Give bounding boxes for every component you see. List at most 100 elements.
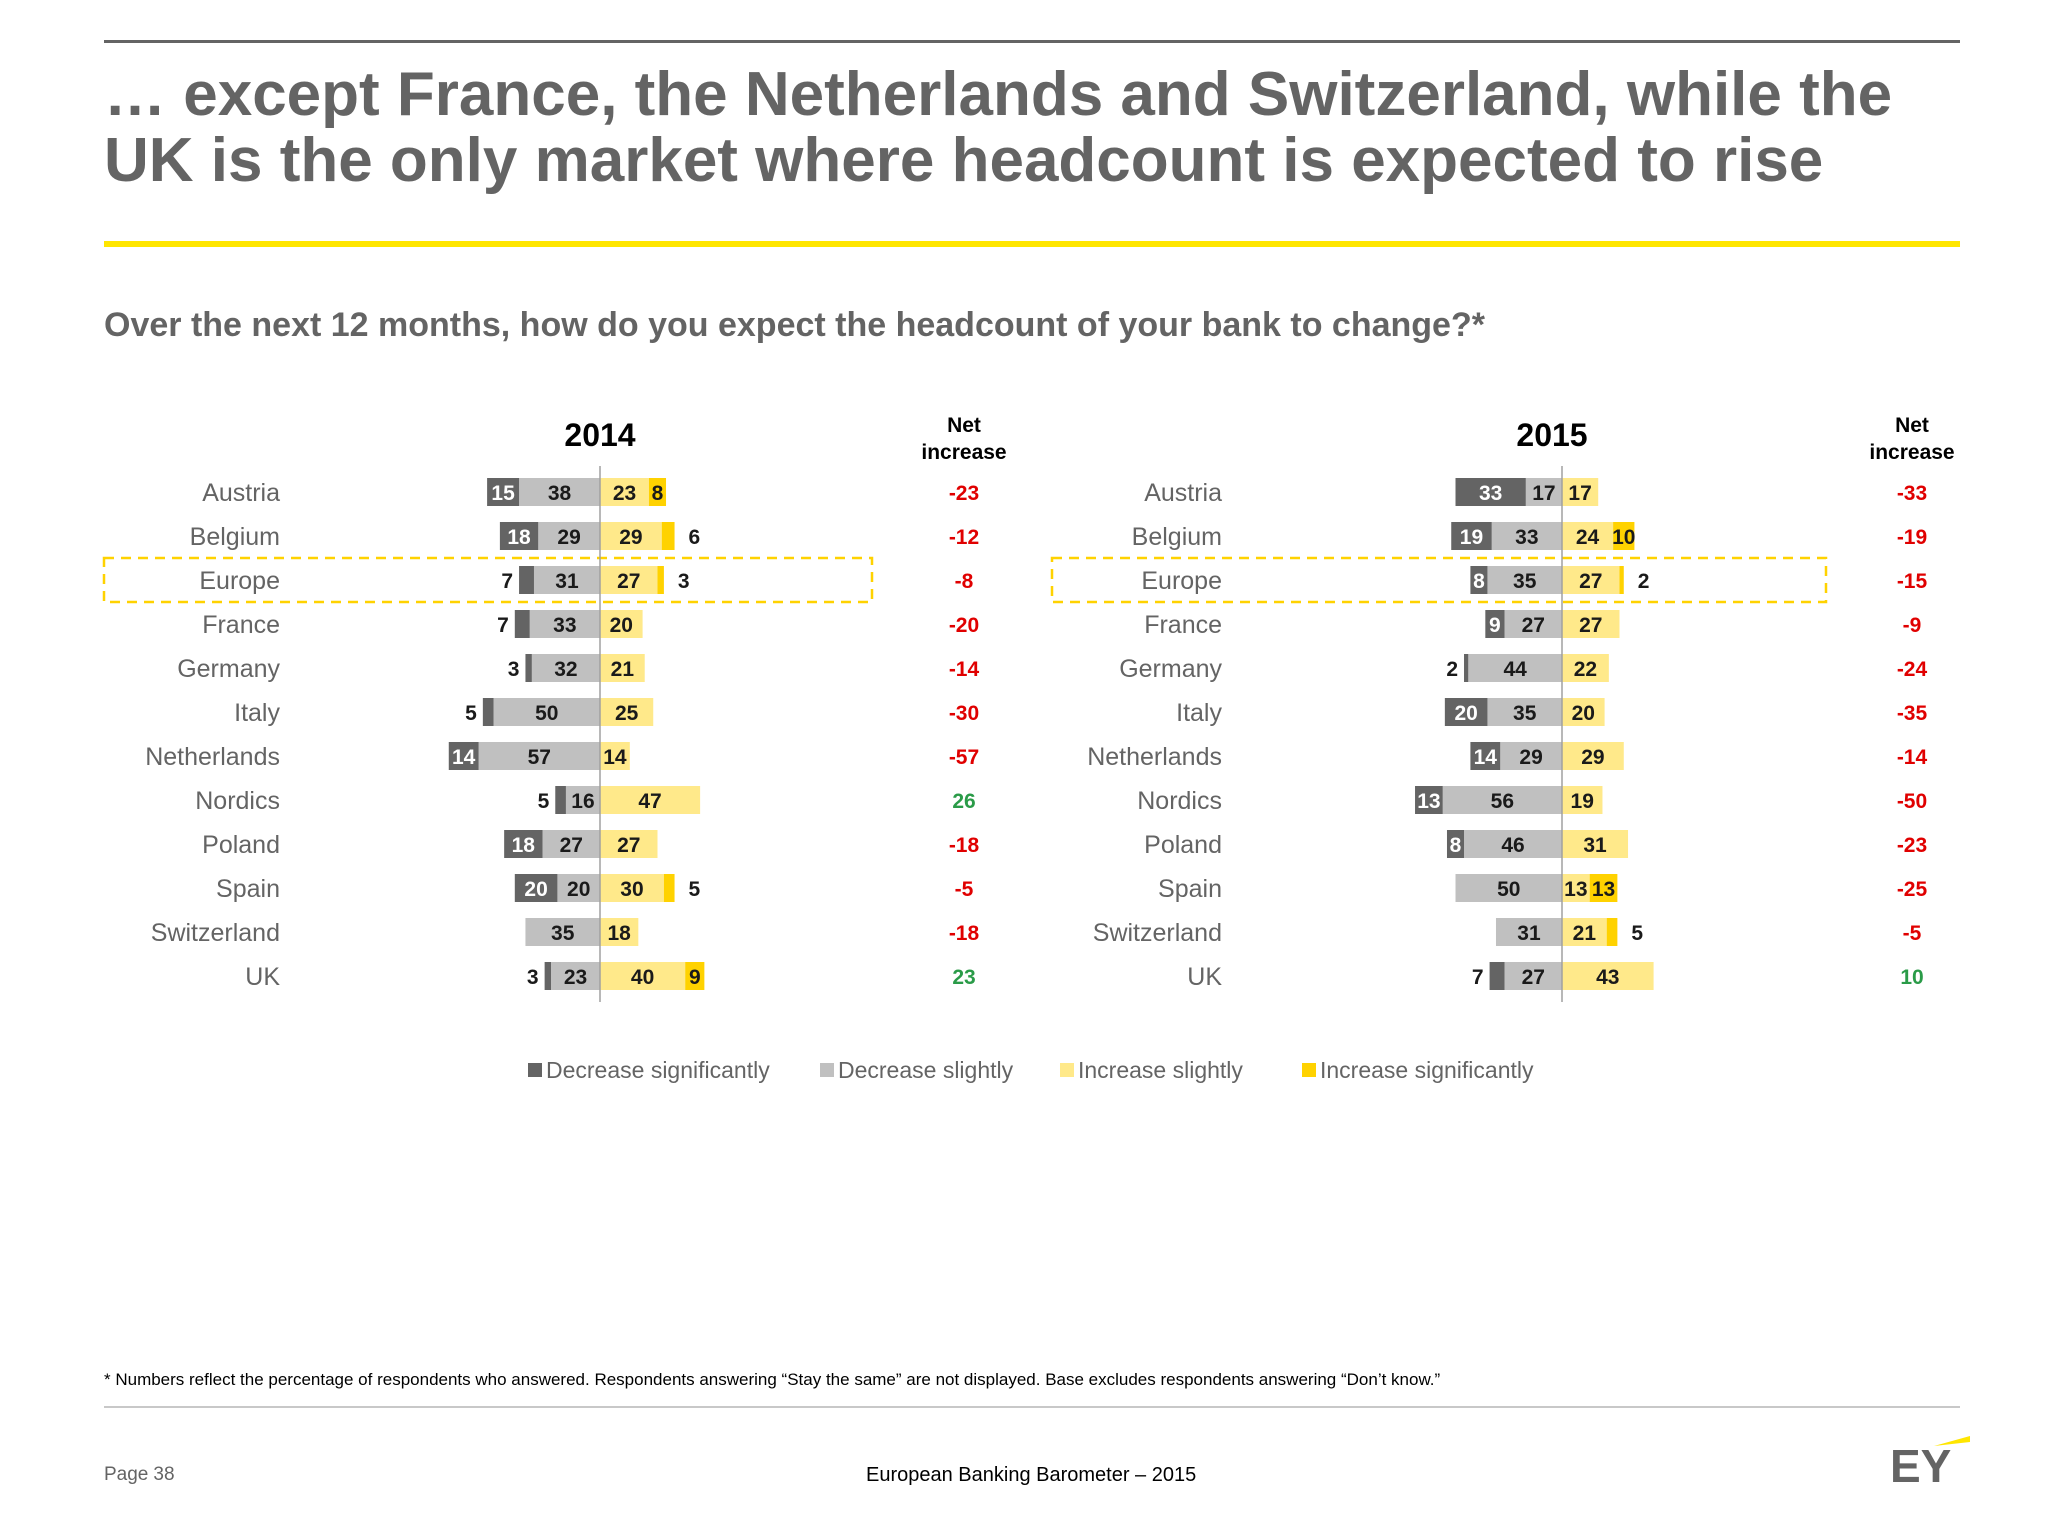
chart-2015-label-austria-increase-slightly: 17 [1568, 482, 1591, 505]
chart-2014-label-poland-decrease-significantly: 18 [512, 834, 536, 857]
chart-2015-label-netherlands-decrease-slightly: 29 [1519, 746, 1542, 769]
chart-2014-net-nordics: 26 [952, 790, 975, 813]
chart-2015-bar-switzerland-increase-slightly [1562, 918, 1607, 946]
chart-2015-label-france-decrease-significantly: 9 [1489, 614, 1501, 637]
chart-2015-net-germany: -24 [1897, 658, 1928, 681]
chart-2014-label-austria-increase-significantly: 8 [652, 482, 664, 505]
chart-2015-label-europe-increase-significantly: 2 [1638, 570, 1650, 593]
chart-2014-bar-spain-decrease-slightly [557, 874, 600, 902]
legend-label-decrease-significantly: Decrease significantly [546, 1057, 770, 1083]
page-label: Page 38 [104, 1464, 175, 1486]
chart-2015-bar-italy-decrease-slightly [1487, 698, 1562, 726]
chart-2014-category-belgium: Belgium [190, 523, 280, 551]
chart-2014-label-belgium-increase-slightly: 29 [619, 526, 642, 549]
chart-2015-bar-nordics-increase-slightly [1562, 786, 1603, 814]
chart-2015-label-netherlands-increase-slightly: 29 [1581, 746, 1604, 769]
chart-2014-net-germany: -14 [949, 658, 980, 681]
chart-2014-label-switzerland-decrease-slightly: 35 [551, 922, 575, 945]
page-label-text: Page [104, 1464, 149, 1485]
chart-2015-bar-france-decrease-significantly [1485, 610, 1505, 638]
chart-2014-category-italy: Italy [234, 699, 280, 727]
chart-2014-bar-germany-increase-slightly [600, 654, 645, 682]
chart-2015-bar-france-increase-slightly [1562, 610, 1620, 638]
chart-2015-label-france-decrease-slightly: 27 [1522, 614, 1545, 637]
chart-2014-net-netherlands: -57 [949, 746, 979, 769]
chart-2015-label-spain-increase-slightly: 13 [1564, 878, 1587, 901]
chart-2015-label-switzerland-increase-slightly: 21 [1573, 922, 1597, 945]
page-title: … except France, the Netherlands and Swi… [104, 60, 1893, 195]
chart-2015-category-italy: Italy [1176, 699, 1222, 727]
chart-2014-category-netherlands: Netherlands [145, 743, 280, 771]
chart-2015-label-switzerland-increase-significantly: 5 [1631, 922, 1643, 945]
chart-2015-bar-poland-increase-slightly [1562, 830, 1629, 858]
chart-2014-bar-germany-decrease-significantly [525, 654, 532, 682]
chart-2014-bar-netherlands-decrease-slightly [478, 742, 600, 770]
chart-2014-net-header-line1: Net [947, 414, 981, 437]
chart-2015-bar-austria-decrease-significantly [1455, 478, 1526, 506]
chart-2014-label-netherlands-decrease-significantly: 14 [452, 746, 476, 769]
chart-2014-category-poland: Poland [202, 831, 280, 859]
chart-2014-label-nordics-decrease-significantly: 5 [538, 790, 550, 813]
chart-2015-bar-poland-decrease-slightly [1464, 830, 1562, 858]
ey-logo-text: EY [1890, 1440, 1951, 1486]
chart-2015-label-uk-decrease-slightly: 27 [1522, 966, 1545, 989]
chart-2014-bar-austria-decrease-significantly [487, 478, 520, 506]
chart-2014-bar-italy-decrease-significantly [482, 698, 494, 726]
chart-2015-bar-uk-decrease-significantly [1489, 962, 1505, 990]
chart-2015-label-europe-decrease-significantly: 8 [1473, 570, 1485, 593]
chart-2014-bar-austria-increase-significantly [648, 478, 667, 506]
chart-2014-category-spain: Spain [216, 875, 280, 903]
chart-2014-net-france: -20 [949, 614, 979, 637]
chart-2015-bar-italy-decrease-significantly [1444, 698, 1488, 726]
chart-2015-bar-spain-increase-slightly [1562, 874, 1590, 902]
chart-2014-title: 2014 [564, 417, 635, 453]
chart-2015-label-poland-decrease-slightly: 46 [1501, 834, 1524, 857]
chart-2015-bar-spain-increase-significantly [1589, 874, 1618, 902]
chart-2014-bar-poland-decrease-slightly [542, 830, 600, 858]
chart-2014-net-switzerland: -18 [949, 922, 980, 945]
chart-2015-bar-france-decrease-slightly [1504, 610, 1562, 638]
chart-2014-net-uk: 23 [952, 966, 975, 989]
chart-2014-bar-spain-increase-slightly [600, 874, 664, 902]
chart-2014-label-europe-decrease-significantly: 7 [501, 570, 513, 593]
chart-2014-bar-nordics-increase-slightly [600, 786, 701, 814]
chart-2014-bar-belgium-decrease-slightly [538, 522, 600, 550]
chart-2014-label-spain-decrease-significantly: 20 [524, 878, 547, 901]
chart-2014-label-belgium-decrease-slightly: 29 [557, 526, 580, 549]
chart-2015-net-switzerland: -5 [1903, 922, 1922, 945]
chart-2014-label-spain-increase-significantly: 5 [689, 878, 701, 901]
chart-2014-label-italy-increase-slightly: 25 [615, 702, 639, 725]
chart-2015-label-nordics-decrease-significantly: 13 [1417, 790, 1440, 813]
chart-2015-bar-germany-increase-slightly [1562, 654, 1609, 682]
chart-2015-label-poland-decrease-significantly: 8 [1450, 834, 1462, 857]
chart-2015-label-poland-increase-slightly: 31 [1583, 834, 1607, 857]
chart-2015-bar-europe-increase-significantly [1619, 566, 1624, 594]
chart-2014-highlight-europe [102, 556, 874, 604]
chart-2015-category-spain: Spain [1158, 875, 1222, 903]
chart-2014-bar-belgium-decrease-significantly [499, 522, 539, 550]
chart-2015-label-spain-decrease-slightly: 50 [1497, 878, 1520, 901]
chart-2015-label-belgium-decrease-slightly: 33 [1515, 526, 1538, 549]
chart-2014-net-poland: -18 [949, 834, 980, 857]
survey-question: Over the next 12 months, how do you expe… [104, 306, 1485, 344]
chart-2014-bar-netherlands-increase-slightly [600, 742, 630, 770]
chart-2015-bar-italy-increase-slightly [1562, 698, 1605, 726]
chart-2015-category-poland: Poland [1144, 831, 1222, 859]
bottom-rule [104, 1406, 1960, 1408]
chart-2015-label-italy-decrease-significantly: 20 [1454, 702, 1477, 725]
chart-2015-net-header-line2: increase [1869, 441, 1954, 464]
chart-2015-bar-nordics-decrease-slightly [1442, 786, 1562, 814]
chart-2014-bar-poland-decrease-significantly [504, 830, 543, 858]
chart-2014-net-spain: -5 [955, 878, 974, 901]
chart-2014-label-austria-decrease-slightly: 38 [548, 482, 572, 505]
chart-2014-label-belgium-decrease-significantly: 18 [507, 526, 531, 549]
chart-2014-label-spain-increase-slightly: 30 [620, 878, 643, 901]
chart-2015-bar-belgium-decrease-slightly [1491, 522, 1562, 550]
chart-2014-label-italy-decrease-significantly: 5 [465, 702, 477, 725]
chart-2014-bar-belgium-increase-slightly [600, 522, 662, 550]
chart-2015-label-germany-increase-slightly: 22 [1574, 658, 1597, 681]
chart-2015-label-belgium-increase-slightly: 24 [1576, 526, 1600, 549]
chart-2014-bar-uk-decrease-slightly [551, 962, 600, 990]
chart-2015-net-austria: -33 [1897, 482, 1927, 505]
